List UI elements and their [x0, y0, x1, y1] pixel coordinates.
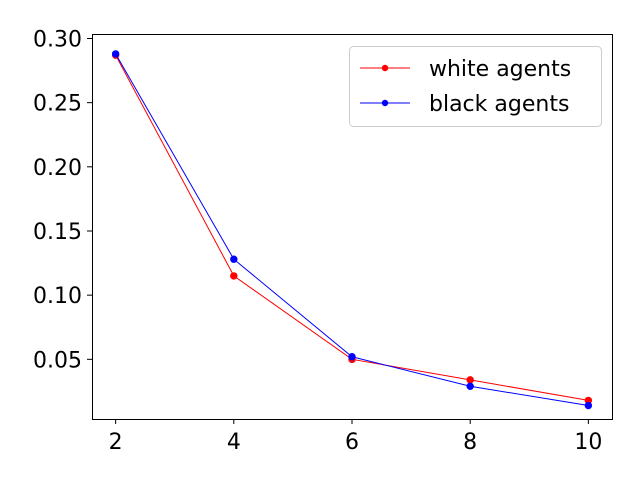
x-tick-label: 8: [463, 430, 477, 455]
plot-marks: [111, 50, 593, 410]
y-axis: 0.05 0.10 0.15 0.20 0.25 0.30: [33, 27, 92, 373]
y-tick-label: 0.20: [33, 156, 82, 181]
series-black-agents: [111, 50, 593, 410]
data-point-black-agents: [466, 382, 474, 390]
x-tick-label: 4: [227, 430, 241, 455]
data-point-black-agents: [111, 50, 120, 58]
data-point-black-agents: [584, 401, 593, 410]
y-tick-label: 0.10: [33, 284, 82, 309]
y-tick-label: 0.05: [33, 348, 82, 373]
y-tick-label: 0.30: [33, 27, 82, 52]
x-axis: 2 4 6 8 10: [109, 419, 602, 455]
data-point-black-agents: [230, 255, 238, 263]
legend-swatch-marker-black-agents: [381, 99, 389, 107]
data-point-black-agents: [348, 353, 356, 361]
data-point-white-agents: [466, 376, 474, 384]
legend-box: [349, 46, 602, 127]
legend-swatch-marker-white-agents: [381, 64, 389, 72]
legend-label-white-agents: white agents: [429, 57, 571, 82]
y-tick-label: 0.25: [33, 92, 82, 117]
legend-label-black-agents: black agents: [429, 92, 569, 117]
data-point-white-agents: [230, 272, 238, 280]
x-tick-label: 2: [109, 430, 123, 455]
x-tick-label: 10: [574, 430, 602, 455]
y-tick-label: 0.15: [33, 220, 82, 245]
legend: white agents black agents: [349, 46, 602, 127]
x-tick-label: 6: [345, 430, 359, 455]
